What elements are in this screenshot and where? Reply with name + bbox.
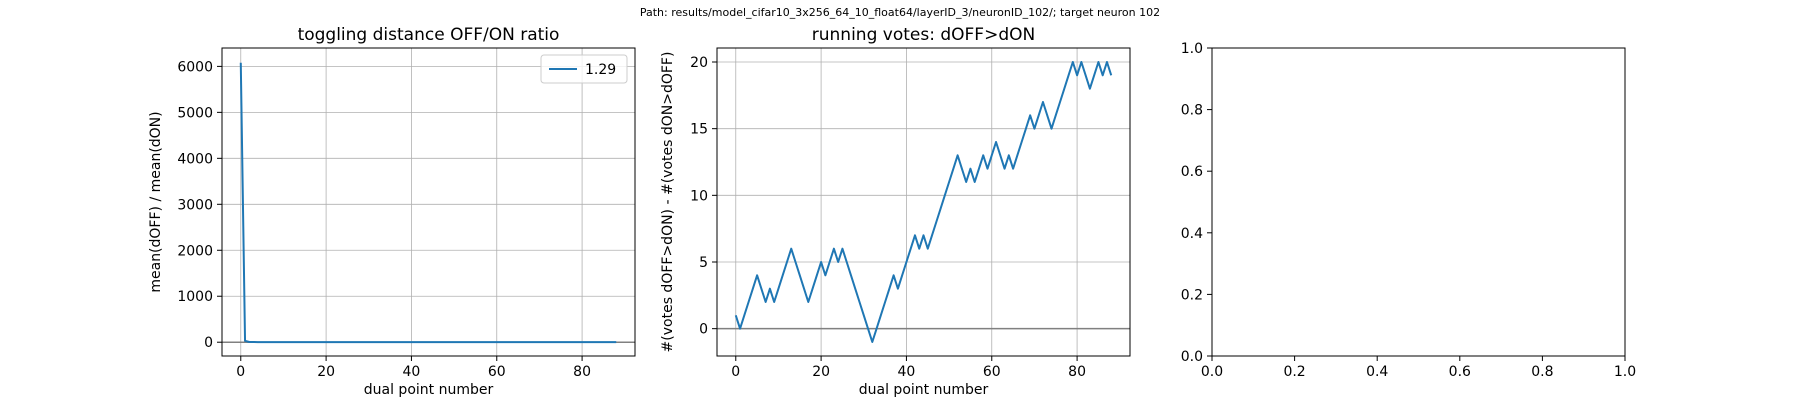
y-tick-label: 15 [690, 122, 708, 138]
x-axis-label: dual point number [859, 382, 989, 398]
y-tick-label: 5 [699, 255, 708, 271]
figure-suptitle: Path: results/model_cifar10_3x256_64_10_… [640, 6, 1160, 19]
series-line [239, 62, 617, 344]
y-tick-label: 4000 [177, 151, 213, 167]
y-axis-label: mean(dOFF) / mean(dON) [148, 111, 164, 292]
x-tick-label: 0.2 [1283, 364, 1305, 380]
y-tick-label: 0.6 [1181, 164, 1203, 180]
y-tick-label: 0.8 [1181, 103, 1203, 119]
x-tick-label: 0.4 [1366, 364, 1388, 380]
legend: 1.29 [540, 54, 628, 84]
y-tick-label: 20 [690, 55, 708, 71]
y-tick-label: 3000 [177, 197, 213, 213]
y-tick-label: 0.0 [1181, 349, 1203, 365]
x-tick-label: 80 [573, 364, 591, 380]
legend-label: 1.29 [585, 62, 616, 78]
y-tick-label: 5000 [177, 105, 213, 121]
x-tick-label: 20 [317, 364, 335, 380]
panel-votes: 0 20 40 60 80 0 5 10 15 20 running votes: dOFF>dON… [660, 25, 1131, 398]
x-axis-label: dual point number [364, 382, 494, 398]
axes-frame [716, 47, 1131, 357]
panel-empty: 0.0 0.2 0.4 0.6 0.8 1.0 0.0 0.2 0.4 0.6 0.8 1.0 [1181, 41, 1636, 380]
y-tick-label: 0.4 [1181, 226, 1203, 242]
x-tick-label: 60 [488, 364, 506, 380]
x-tick-label: 0 [731, 364, 740, 380]
x-tick-label: 40 [403, 364, 421, 380]
y-tick-label: 1.0 [1181, 41, 1203, 57]
y-axis-label: #(votes dOFF>dON) - #(votes dON>dOFF) [660, 52, 676, 353]
series-line [734, 61, 1113, 343]
x-tick-label: 0.6 [1449, 364, 1471, 380]
y-tick-label: 10 [690, 188, 708, 204]
panel-title: toggling distance OFF/ON ratio [298, 25, 560, 45]
x-tick-label: 0.8 [1531, 364, 1553, 380]
x-tick-label: 80 [1068, 364, 1086, 380]
x-tick-label: 60 [983, 364, 1001, 380]
y-tick-label: 2000 [177, 243, 213, 259]
legend-box [540, 54, 628, 84]
y-tick-label: 1000 [177, 289, 213, 305]
y-tick-label: 0 [204, 335, 213, 351]
x-tick-label: 20 [812, 364, 830, 380]
axes-frame [1211, 47, 1626, 357]
y-tick-label: 0 [699, 322, 708, 338]
x-tick-label: 1.0 [1614, 364, 1636, 380]
y-tick-label: 6000 [177, 59, 213, 75]
x-tick-label: 0.0 [1201, 364, 1223, 380]
axes-frame [221, 47, 636, 357]
y-tick-label: 0.2 [1181, 287, 1203, 303]
panel-title: running votes: dOFF>dON [812, 25, 1035, 45]
panel-ratio: 0 20 40 60 80 0 1000 2000 3000 4000 5000 6000 toggli… [148, 25, 636, 398]
x-tick-label: 40 [898, 364, 916, 380]
x-tick-label: 0 [236, 364, 245, 380]
